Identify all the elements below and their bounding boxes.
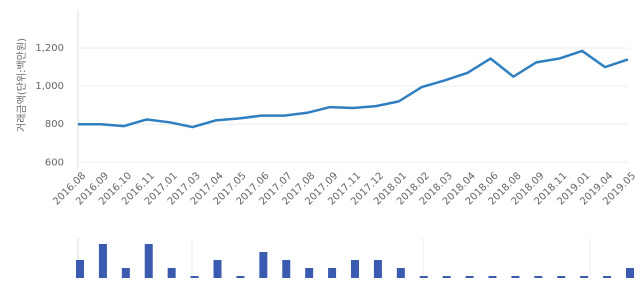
bar bbox=[351, 260, 359, 278]
y-axis-label: 거래금액(단위:백만원) bbox=[15, 38, 28, 132]
bar bbox=[121, 268, 130, 278]
y-tick-label: 1,200 bbox=[35, 43, 64, 54]
bar bbox=[442, 276, 451, 278]
y-tick-label: 1,000 bbox=[35, 81, 64, 92]
bar bbox=[305, 268, 314, 278]
bar bbox=[76, 260, 84, 278]
bar bbox=[626, 268, 634, 278]
bar bbox=[465, 276, 474, 278]
bar bbox=[282, 260, 291, 278]
bar bbox=[373, 260, 382, 278]
bar bbox=[190, 276, 199, 278]
bar bbox=[557, 276, 566, 278]
bar bbox=[98, 244, 107, 278]
bar bbox=[213, 260, 222, 278]
bar bbox=[488, 276, 497, 278]
bar bbox=[328, 268, 337, 278]
y-tick-label: 800 bbox=[45, 119, 64, 130]
line bbox=[78, 49, 629, 129]
bar bbox=[236, 276, 245, 278]
bar bbox=[603, 276, 612, 278]
bar bbox=[580, 276, 589, 278]
bar bbox=[511, 276, 520, 278]
bar bbox=[419, 276, 428, 278]
y-tick-label: 600 bbox=[45, 157, 64, 168]
bar bbox=[534, 276, 543, 278]
bar bbox=[144, 244, 153, 278]
bar bbox=[396, 268, 405, 278]
bar bbox=[167, 268, 176, 278]
bar bbox=[259, 252, 268, 278]
